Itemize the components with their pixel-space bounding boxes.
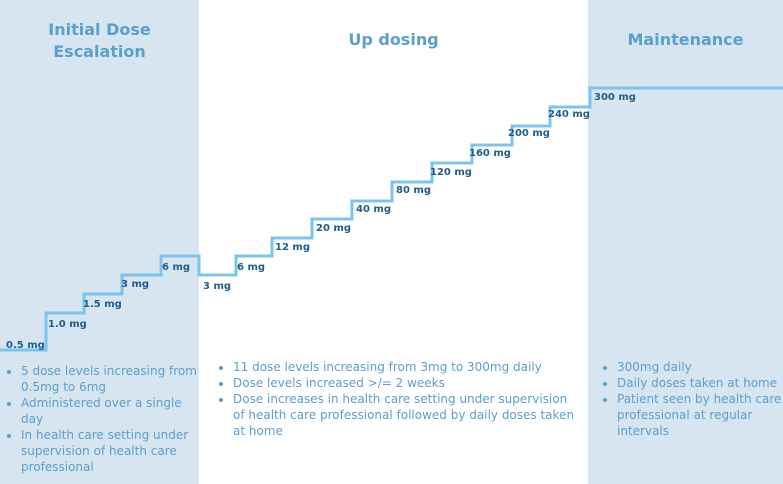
dose-label: 300 mg xyxy=(594,92,636,103)
maintenance-notes: 300mg daily Daily doses taken at home Pa… xyxy=(602,359,783,439)
initial-escalation-title: Initial Dose Escalation xyxy=(0,19,199,63)
note-item: Patient seen by health care professional… xyxy=(617,391,783,439)
initial-escalation-panel xyxy=(0,0,199,484)
dose-label: 1.5 mg xyxy=(83,299,122,310)
title-line: Initial Dose xyxy=(48,20,151,39)
maintenance-panel xyxy=(588,0,783,484)
dose-label: 3 mg xyxy=(203,281,231,292)
dose-label: 200 mg xyxy=(508,128,550,139)
dose-label: 80 mg xyxy=(396,185,431,196)
dose-label: 160 mg xyxy=(469,148,511,159)
note-item: Dose increases in health care setting un… xyxy=(233,391,578,439)
note-item: Daily doses taken at home xyxy=(617,375,783,391)
note-item: 11 dose levels increasing from 3mg to 30… xyxy=(233,359,578,375)
dose-label: 6 mg xyxy=(162,262,190,273)
up-dosing-notes: 11 dose levels increasing from 3mg to 30… xyxy=(218,359,578,439)
dose-label: 120 mg xyxy=(430,167,472,178)
note-item: Dose levels increased >/= 2 weeks xyxy=(233,375,578,391)
note-item: Administered over a single day xyxy=(21,395,199,427)
title-line: Escalation xyxy=(53,42,146,61)
up-dosing-panel xyxy=(199,0,588,484)
note-item: In health care setting under supervision… xyxy=(21,427,199,475)
dose-step-labels: 0.5 mg1.0 mg 1.5 mg 3 mg 6 mg 3 mg 6 mg 12 mg 2… xyxy=(6,92,636,351)
note-item: 5 dose levels increasing from 0.5mg to 6… xyxy=(21,363,199,395)
maintenance-title: Maintenance xyxy=(627,30,744,49)
up-dosing-title: Up dosing xyxy=(348,30,439,49)
dose-label: 20 mg xyxy=(316,223,351,234)
dose-label: 240 mg xyxy=(548,109,590,120)
initial-escalation-notes: 5 dose levels increasing from 0.5mg to 6… xyxy=(6,363,199,475)
note-item: 300mg daily xyxy=(617,359,783,375)
dose-step-line xyxy=(0,86,783,352)
dose-label: 1.0 mg xyxy=(48,319,87,330)
dose-label: 3 mg xyxy=(121,279,149,290)
dose-label: 40 mg xyxy=(356,204,391,215)
dose-label: 0.5 mg xyxy=(6,340,45,351)
dose-label: 12 mg xyxy=(275,242,310,253)
dose-label: 6 mg xyxy=(237,262,265,273)
